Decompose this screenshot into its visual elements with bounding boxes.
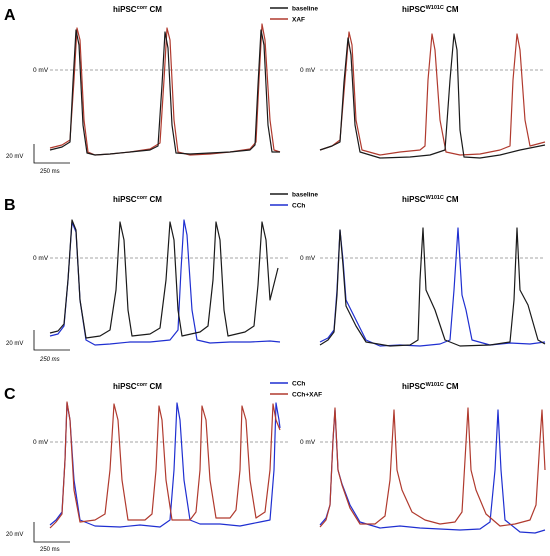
trace-c-left-cch-xaf [49, 401, 281, 529]
panel-letter-c: C [4, 386, 16, 403]
trace-b-right-baseline [319, 227, 546, 347]
panel-c-legend: CCh CCh+XAF [270, 381, 322, 399]
zero-label-c-right: 0 mV [300, 439, 316, 446]
panel-b-legend: baseline CCh [270, 192, 318, 210]
scale-label-ms-a: 250 ms [40, 169, 60, 175]
panel-c-left-title: hiPSCcorr CM [113, 382, 162, 391]
legend-label-baseline: baseline [292, 6, 318, 13]
panel-b-left-title: hiPSCcorr CM [113, 195, 162, 204]
panel-a: A hiPSCcorr CM hiPSCW101C CM baseline XA… [4, 5, 546, 175]
legend-label-cch: CCh [292, 203, 305, 210]
trace-a-left-xaf [49, 23, 281, 156]
scale-bar-b [33, 330, 70, 351]
trace-a-left-baseline [49, 29, 280, 156]
scale-label-ms-b: 250 ms [39, 357, 60, 363]
zero-label-b-left: 0 mV [33, 255, 49, 262]
panel-b: B hiPSCcorr CM hiPSCW101C CM baseline CC… [4, 192, 546, 363]
panel-letter-a: A [4, 7, 16, 24]
trace-a-right-baseline [319, 33, 546, 159]
trace-a-right-xaf [319, 31, 546, 156]
panel-a-right-title: hiPSCW101C CM [402, 5, 459, 14]
scale-label-mv-a: 20 mV [6, 154, 23, 160]
legend-label-xaf: XAF [292, 17, 305, 24]
panel-c-right-title: hiPSCW101C CM [402, 382, 459, 391]
scale-label-ms-c: 250 ms [40, 547, 60, 553]
scale-label-mv-c: 20 mV [6, 532, 23, 538]
panel-a-legend: baseline XAF [270, 6, 318, 24]
zero-label-a-right: 0 mV [300, 67, 316, 74]
panel-a-left-title: hiPSCcorr CM [113, 5, 162, 14]
scale-bar-a [33, 144, 70, 164]
legend-label-cch-xaf: CCh+XAF [292, 392, 322, 399]
zero-label-c-left: 0 mV [33, 439, 49, 446]
legend-label-baseline-b: baseline [292, 192, 318, 199]
zero-label-b-right: 0 mV [300, 255, 316, 262]
panel-c: C hiPSCcorr CM hiPSCW101C CM CCh CCh+XAF… [4, 381, 546, 553]
panel-b-right-title: hiPSCW101C CM [402, 195, 459, 204]
scale-label-mv-b: 20 mV [6, 341, 23, 347]
trace-b-left-baseline [49, 219, 279, 339]
panel-letter-b: B [4, 197, 16, 214]
scale-bar-c [33, 522, 70, 543]
legend-label-cch-c: CCh [292, 381, 305, 388]
zero-label-a-left: 0 mV [33, 67, 49, 74]
trace-c-right-cch-xaf [319, 407, 546, 528]
